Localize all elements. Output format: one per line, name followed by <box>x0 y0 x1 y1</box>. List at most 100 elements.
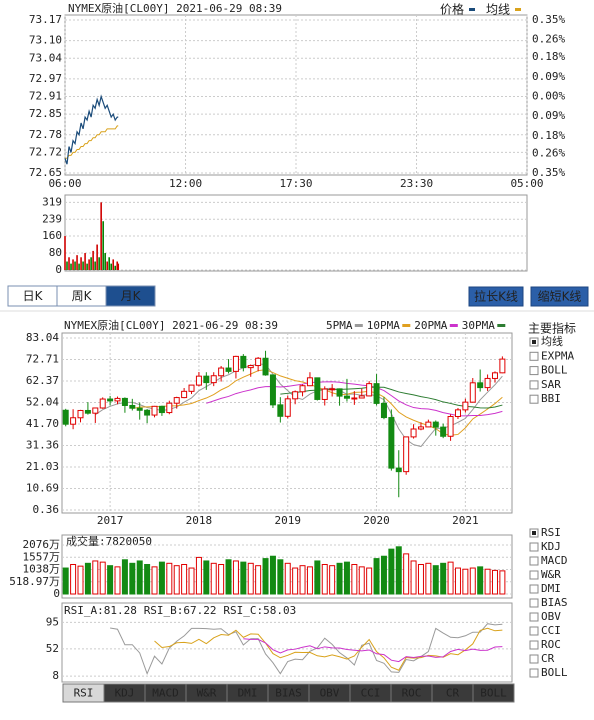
button[interactable] <box>530 286 589 307</box>
checkbox[interactable] <box>529 366 539 376</box>
indicator-option[interactable]: BIAS <box>541 596 568 609</box>
candle-body <box>107 398 114 402</box>
period-tab-label[interactable]: 日K <box>23 289 44 303</box>
volume-bar <box>72 259 74 270</box>
x-tick-label: 2018 <box>186 514 213 527</box>
volume-bar <box>92 560 99 595</box>
checkbox[interactable] <box>529 654 539 664</box>
candle-body <box>144 409 151 416</box>
y-tick-label: 0 <box>55 263 62 276</box>
volume-bar <box>114 265 117 270</box>
checkbox[interactable] <box>529 380 539 390</box>
rsi-legend: RSI_C:58.03 <box>223 604 296 617</box>
indicator-tab-label[interactable]: BOLL <box>480 687 507 700</box>
volume-bar <box>454 567 461 595</box>
volume-bar <box>62 567 69 595</box>
checkbox[interactable] <box>529 394 539 404</box>
checkbox-mark[interactable] <box>532 531 536 535</box>
indicator-tab-label[interactable]: CCI <box>361 687 381 700</box>
candle-body <box>410 428 417 438</box>
candle-body <box>447 416 454 437</box>
candle-body <box>77 409 84 419</box>
indicator-option[interactable]: OBV <box>541 610 561 623</box>
candle-body <box>329 388 336 391</box>
candle-body <box>136 407 143 411</box>
volume-bar <box>218 563 225 595</box>
indicator-tab-label[interactable]: CR <box>446 687 460 700</box>
volume-bar <box>121 559 128 595</box>
checkbox[interactable] <box>529 612 539 622</box>
ma-swatch <box>497 324 506 327</box>
indicator-tab-label[interactable]: DMI <box>238 687 258 700</box>
volume-bar <box>380 555 387 595</box>
candle-body <box>255 357 262 367</box>
period-tab-label[interactable]: 周K <box>72 289 93 303</box>
indicator-option[interactable]: DMI <box>541 582 561 595</box>
checkbox[interactable] <box>529 598 539 608</box>
candle-body <box>247 365 254 369</box>
volume-bar <box>158 561 165 595</box>
indicator-tab-label[interactable]: MACD <box>152 687 179 700</box>
period-tab[interactable] <box>105 285 156 307</box>
volume-bar <box>292 567 299 595</box>
indicator-tab-label[interactable]: W&R <box>197 687 217 700</box>
volume-bar <box>166 562 173 595</box>
button[interactable] <box>468 286 524 307</box>
candle-body <box>432 421 439 428</box>
volume-bar <box>469 567 476 595</box>
checkbox[interactable] <box>529 556 539 566</box>
indicator-option[interactable]: 均线 <box>541 334 563 348</box>
indicator-tab[interactable] <box>472 683 515 703</box>
volume-bar <box>440 562 447 595</box>
kline-frame <box>61 332 513 514</box>
indicator-tab-label[interactable]: RSI <box>74 687 94 700</box>
candle-body <box>484 377 491 389</box>
indicator-option[interactable]: ROC <box>541 638 561 651</box>
indicator-option[interactable]: SAR <box>541 378 561 391</box>
indicator-option[interactable]: KDJ <box>541 540 561 553</box>
checkbox[interactable] <box>529 584 539 594</box>
candle-body <box>351 397 358 400</box>
volume-bar <box>321 563 328 595</box>
checkbox-mark[interactable] <box>532 340 536 344</box>
x-tick-label: 23:30 <box>400 177 433 190</box>
volume-bar <box>108 257 110 270</box>
button-label[interactable]: 拉长K线 <box>474 289 518 304</box>
indicator-tab-label[interactable]: ROC <box>402 687 422 700</box>
candle-body <box>380 402 387 419</box>
indicator-option[interactable]: MACD <box>541 554 568 567</box>
y-tick-label: 72.91 <box>29 90 62 103</box>
ma-legend: 5PMA <box>326 319 353 332</box>
indicator-option[interactable]: CR <box>541 652 555 665</box>
indicator-option[interactable]: BOLL <box>541 364 568 377</box>
volume-bar <box>99 561 106 595</box>
period-tab-label[interactable]: 月K <box>121 289 142 303</box>
indicator-option[interactable]: EXPMA <box>541 349 574 362</box>
legend-label: 价格 <box>440 2 464 17</box>
checkbox[interactable] <box>529 542 539 552</box>
checkbox[interactable] <box>529 351 539 361</box>
volume-bar <box>343 561 350 595</box>
y2-tick-label: 0.26% <box>532 146 565 159</box>
checkbox[interactable] <box>529 626 539 636</box>
volume-bar <box>373 558 380 595</box>
checkbox[interactable] <box>529 640 539 650</box>
candle-body <box>218 367 225 377</box>
indicator-tab-label[interactable]: BIAS <box>275 687 302 700</box>
candle-body <box>121 397 128 406</box>
indicator-tab-label[interactable]: OBV <box>320 687 340 700</box>
indicator-option[interactable]: BOLL <box>541 666 568 679</box>
checkbox[interactable] <box>529 668 539 678</box>
y-tick-label: 80 <box>49 246 62 259</box>
indicator-option[interactable]: BBI <box>541 392 561 405</box>
indicator-option[interactable]: RSI <box>541 526 561 539</box>
indicator-tab-label[interactable]: KDJ <box>115 687 135 700</box>
button-label[interactable]: 缩短K线 <box>538 289 582 304</box>
indicator-option[interactable]: CCI <box>541 624 561 637</box>
indicator-option[interactable]: W&R <box>541 568 561 581</box>
y-tick-label: 239 <box>42 212 62 225</box>
candle-body <box>321 388 328 400</box>
checkbox[interactable] <box>529 570 539 580</box>
candle-body <box>262 357 269 376</box>
candle-body <box>366 383 373 397</box>
